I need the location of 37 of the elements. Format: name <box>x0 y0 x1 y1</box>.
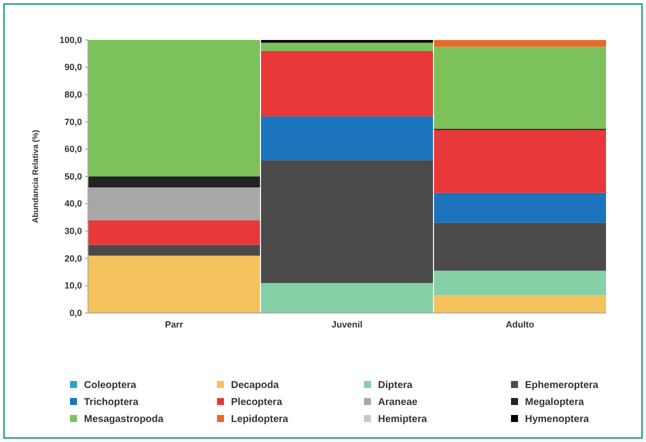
legend-label: Plecoptera <box>231 397 283 408</box>
bar <box>434 295 606 313</box>
bar <box>261 40 433 43</box>
legend-label: Ephemeroptera <box>525 380 599 391</box>
x-tick-label: Parr <box>164 319 184 330</box>
legend-label: Araneae <box>378 397 418 408</box>
bar <box>88 220 260 245</box>
legend-label: Hemiptera <box>378 414 428 425</box>
y-tick-label: 30,0 <box>64 226 82 236</box>
legend-label: Trichoptera <box>84 397 139 408</box>
y-tick-label: 10,0 <box>64 280 82 291</box>
y-tick-label: 70,0 <box>64 116 82 127</box>
legend-label: Megaloptera <box>525 397 584 408</box>
bar <box>261 50 433 116</box>
y-tick-label: 90,0 <box>64 62 82 72</box>
y-tick-label: 60,0 <box>64 144 82 154</box>
x-tick-label: Adulto <box>506 319 535 330</box>
bar <box>88 176 260 188</box>
x-tick-label: Juvenil <box>331 319 363 330</box>
legend-label: Diptera <box>378 380 413 391</box>
y-tick-label: 80,0 <box>64 89 82 100</box>
y-tick-label: 40,0 <box>64 198 82 209</box>
y-axis-title: Abundancia Relativa (%) <box>31 129 40 224</box>
bar <box>434 40 606 47</box>
bar <box>261 116 433 160</box>
y-tick-label: 20,0 <box>64 253 82 264</box>
legend-label: Lepidoptera <box>231 414 289 425</box>
bar <box>88 256 260 313</box>
y-tick-label: 50,0 <box>64 171 82 182</box>
legend-label: Hymenoptera <box>525 414 590 425</box>
legend-label: Mesagastropoda <box>84 414 164 425</box>
bar <box>434 130 606 193</box>
y-tick-label: 0,0 <box>69 308 82 318</box>
y-tick-label: 100,0 <box>59 34 82 45</box>
legend-label: Coleoptera <box>84 380 137 391</box>
legend-label: Decapoda <box>231 380 280 391</box>
bar <box>434 192 606 223</box>
